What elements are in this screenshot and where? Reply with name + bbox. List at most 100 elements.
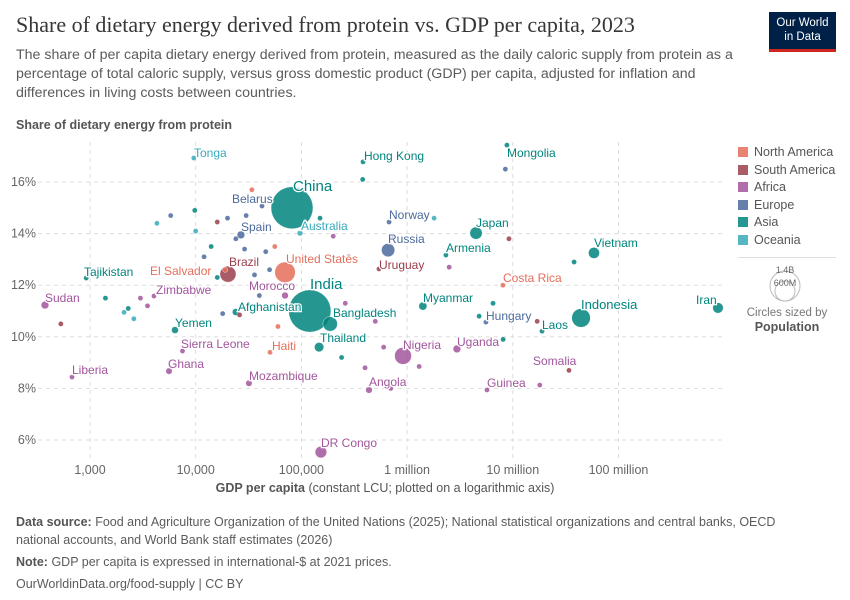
point-label: Liberia	[72, 363, 108, 377]
point-label: Russia	[388, 232, 425, 246]
point-uganda	[452, 344, 461, 353]
data-point	[121, 309, 127, 316]
legend-item-europe[interactable]: Europe	[738, 198, 794, 212]
point-sudan	[40, 301, 50, 310]
point-label: Uruguay	[379, 258, 424, 272]
data-point	[236, 312, 243, 318]
footer-url[interactable]: OurWorldinData.org/food-supply | CC BY	[16, 577, 244, 591]
point-label: Myanmar	[423, 291, 473, 305]
point-label: Yemen	[175, 316, 212, 330]
data-point	[476, 313, 482, 319]
data-point	[102, 295, 109, 301]
point-spain	[236, 230, 246, 239]
data-point	[380, 344, 387, 350]
y-tick-label: 8%	[18, 381, 36, 395]
x-axis-label: GDP per capita (constant LCU; plotted on…	[0, 481, 770, 495]
point-ghana	[165, 367, 173, 375]
point-india	[288, 289, 332, 333]
legend-item-north-america[interactable]: North America	[738, 145, 833, 159]
size-legend-circle-small	[774, 280, 796, 302]
data-point	[249, 186, 255, 193]
data-point	[330, 233, 337, 239]
legend-item-south-america[interactable]: South America	[738, 163, 835, 177]
point-haiti	[267, 349, 273, 356]
point-label: Laos	[542, 318, 568, 332]
point-label: Bangladesh	[333, 306, 396, 320]
legend-label: North America	[754, 145, 834, 159]
data-point	[431, 215, 437, 221]
note-text: GDP per capita is expressed in internati…	[51, 555, 392, 569]
point-mongolia	[504, 142, 510, 148]
data-point	[58, 321, 64, 327]
point-hong-kong	[360, 159, 366, 165]
data-point	[241, 246, 248, 252]
x-tick-label: 100,000	[279, 463, 324, 477]
data-point	[500, 336, 506, 343]
point-label: Costa Rica	[503, 271, 562, 285]
point-label: Hungary	[486, 309, 531, 323]
legend-item-oceania[interactable]: Oceania	[738, 233, 801, 247]
data-point	[137, 295, 144, 301]
size-caption-text: Circles sized by	[746, 307, 828, 319]
y-tick-label: 16%	[11, 175, 36, 189]
data-point	[256, 292, 263, 299]
y-tick-label: 14%	[11, 227, 36, 241]
data-point	[502, 166, 509, 172]
point-label: Guinea	[487, 376, 526, 390]
data-point	[566, 367, 572, 374]
data-point	[201, 254, 207, 260]
point-label: Thailand	[320, 331, 366, 345]
data-point	[191, 207, 198, 214]
point-costa-rica	[500, 282, 506, 289]
legend-label: South America	[754, 162, 836, 177]
point-morocco	[281, 291, 289, 300]
y-tick-label: 10%	[11, 330, 36, 344]
point-laos	[539, 328, 545, 334]
point-vietnam	[588, 247, 600, 259]
x-tick-label: 100 million	[589, 463, 649, 477]
point-label: Norway	[389, 208, 430, 222]
size-legend-label-small: 600M	[774, 278, 797, 288]
point-norway	[386, 219, 392, 225]
chart-subtitle: The share of per capita dietary energy d…	[16, 47, 733, 101]
point-united-states	[274, 261, 296, 283]
data-point	[506, 235, 512, 242]
footer: Data source: Food and Agriculture Organi…	[16, 513, 816, 593]
data-point	[233, 235, 239, 242]
data-point	[534, 318, 540, 325]
point-label: Haiti	[272, 339, 296, 353]
point-tajikistan	[83, 275, 89, 281]
size-variable: Population	[754, 320, 820, 334]
point-el-salvador	[222, 266, 228, 273]
data-point	[275, 323, 281, 330]
y-axis-label: Share of dietary energy from protein	[16, 118, 233, 132]
size-caption: Circles sized by Population	[738, 306, 836, 335]
legend-label: Europe	[754, 197, 795, 212]
point-label: India	[310, 276, 343, 293]
point-sierra-leone	[179, 348, 186, 354]
point-label: Afghanistan	[238, 300, 301, 314]
point-label: Tonga	[194, 146, 227, 160]
legend-divider	[738, 257, 836, 258]
point-myanmar	[418, 301, 428, 311]
owid-logo[interactable]: Our World in Data	[769, 12, 836, 52]
data-point	[317, 215, 323, 221]
point-guinea	[484, 387, 490, 393]
point-russia	[381, 243, 395, 257]
legend-item-asia[interactable]: Asia	[738, 215, 778, 229]
data-point	[271, 243, 278, 250]
x-axis-label-rest: (constant LCU; plotted on a logarithmic …	[304, 481, 555, 495]
point-mozambique	[245, 379, 253, 387]
point-hungary	[483, 319, 489, 325]
legend-swatch	[738, 164, 748, 175]
point-label: Sudan	[45, 291, 80, 305]
data-point	[192, 228, 199, 234]
size-legend: 1.4B 600M	[769, 265, 801, 302]
point-label: Sierra Leone	[181, 337, 250, 351]
legend-item-africa[interactable]: Africa	[738, 180, 786, 194]
point-label: Spain	[241, 220, 272, 234]
point-label: Angola	[369, 375, 407, 389]
data-point	[144, 303, 151, 309]
logo-line-2: in Data	[784, 31, 821, 43]
